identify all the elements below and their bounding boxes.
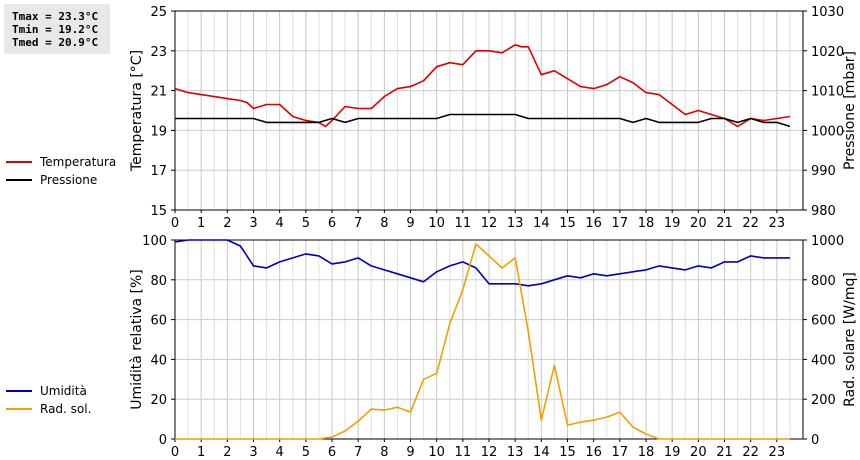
chart2-xtick-label: 5 (302, 445, 310, 460)
stats-box: Tmax = 23.3°C Tmin = 19.2°C Tmed = 20.9°… (4, 4, 110, 54)
chart2-series-umidita-line (174, 239, 790, 287)
chart1-xtick-label: 14 (533, 216, 550, 231)
legend-bottom: Umidità Rad. sol. (6, 382, 91, 418)
chart1-xtick-label: 5 (302, 216, 310, 231)
chart1-xtick-label: 11 (455, 216, 472, 231)
chart1-ytick-label: 25 (150, 5, 167, 20)
chart2-ytick-label: 20 (150, 393, 167, 408)
chart1-xtick-label: 21 (716, 216, 733, 231)
chart2-series-rad-sol-line (175, 243, 790, 440)
chart2-xtick-label: 14 (533, 445, 550, 460)
chart2-ylabel: Umidità relativa [%] (129, 269, 145, 410)
chart1-y2tick-label: 1000 (811, 124, 844, 139)
chart1-xtick-label: 0 (171, 216, 179, 231)
chart1-xtick-label: 8 (380, 216, 388, 231)
legend-swatch-temperatura (6, 161, 32, 163)
chart2-xtick-label: 7 (354, 445, 362, 460)
chart2-y2tick-label: 200 (811, 393, 836, 408)
chart2-xtick-label: 21 (716, 445, 733, 460)
chart1-xtick-label: 15 (559, 216, 576, 231)
chart2-xtick-label: 12 (481, 445, 498, 460)
chart2-xtick-label: 17 (612, 445, 629, 460)
chart2-xtick-label: 13 (507, 445, 524, 460)
chart2-xtick-label: 0 (171, 445, 179, 460)
chart1-series-pressione-line (175, 113, 791, 128)
chart2-y2tick-label: 600 (811, 314, 836, 329)
chart1-ytick-label: 19 (150, 124, 167, 139)
legend-swatch-pressione (6, 179, 32, 181)
chart1-xtick-label: 22 (742, 216, 759, 231)
chart2-xtick-label: 2 (223, 445, 231, 460)
chart2-y2label: Rad. solare [W/mq] (842, 272, 858, 407)
chart1-series-temperatura-line (174, 43, 791, 128)
chart1-xtick-label: 19 (664, 216, 681, 231)
chart2-xtick-label: 15 (559, 445, 576, 460)
chart2-xtick-label: 19 (664, 445, 681, 460)
chart2-xtick-label: 11 (455, 445, 472, 460)
legend-top: Temperatura Pressione (6, 153, 116, 189)
chart2-xtick-label: 16 (585, 445, 602, 460)
chart2-xtick-label: 20 (690, 445, 707, 460)
legend-swatch-umidita (6, 390, 32, 392)
chart1-ytick-label: 21 (150, 85, 167, 100)
chart2-xtick-label: 22 (742, 445, 759, 460)
chart2-y2tick-label: 1000 (811, 234, 844, 249)
chart1-ytick-label: 17 (150, 164, 167, 179)
chart1-y2tick-label: 1020 (811, 45, 844, 60)
chart2-xtick-label: 6 (328, 445, 336, 460)
chart2-ytick-label: 80 (150, 274, 167, 289)
chart1-xtick-label: 13 (507, 216, 524, 231)
chart1-y2tick-label: 1030 (811, 5, 844, 20)
chart1-xtick-label: 6 (328, 216, 336, 231)
chart2-xtick-label: 23 (769, 445, 786, 460)
chart1-y2tick-label: 980 (811, 204, 836, 219)
legend-item-rad-sol: Rad. sol. (6, 400, 91, 418)
chart2-xtick-label: 4 (276, 445, 284, 460)
legend-label-umidita: Umidità (40, 384, 87, 398)
chart1-xtick-label: 10 (428, 216, 445, 231)
legend-label-temperatura: Temperatura (40, 155, 117, 169)
chart1-xtick-label: 16 (585, 216, 602, 231)
chart1-xtick-label: 4 (276, 216, 284, 231)
chart1-xtick-label: 9 (406, 216, 414, 231)
chart2-xtick-label: 1 (197, 445, 205, 460)
chart1-xtick-label: 3 (249, 216, 257, 231)
chart2-xtick-label: 3 (249, 445, 257, 460)
chart2-xtick-label: 8 (380, 445, 388, 460)
chart1-y2tick-label: 990 (811, 164, 836, 179)
chart1-ytick-label: 23 (150, 45, 167, 60)
chart1-ytick-label: 15 (150, 204, 167, 219)
chart1-y2tick-label: 1010 (811, 85, 844, 100)
chart2-y2tick-label: 800 (811, 274, 836, 289)
legend-item-pressione: Pressione (6, 171, 116, 189)
chart2-ytick-label: 0 (159, 433, 167, 448)
chart1-xtick-label: 17 (612, 216, 629, 231)
legend-item-umidita: Umidità (6, 382, 91, 400)
legend-label-rad-sol: Rad. sol. (40, 402, 92, 416)
tmin-label: Tmin = 19.2°C (12, 23, 99, 36)
chart2-ytick-label: 100 (142, 234, 167, 249)
chart2-xtick-label: 18 (638, 445, 655, 460)
chart1-xtick-label: 23 (769, 216, 786, 231)
chart1-xtick-label: 12 (481, 216, 498, 231)
chart1-ylabel: Temperatura [°C] (129, 50, 145, 172)
tmax-label: Tmax = 23.3°C (12, 10, 99, 23)
legend-swatch-rad-sol (6, 408, 32, 410)
chart2-ytick-label: 40 (150, 353, 167, 368)
chart2-y2tick-label: 400 (811, 353, 836, 368)
chart1-xtick-label: 7 (354, 216, 362, 231)
chart1-xtick-label: 1 (197, 216, 205, 231)
legend-item-temperatura: Temperatura (6, 153, 116, 171)
legend-label-pressione: Pressione (40, 173, 98, 187)
tmed-label: Tmed = 20.9°C (12, 36, 99, 49)
chart2-ytick-label: 60 (150, 314, 167, 329)
chart2-xtick-label: 9 (406, 445, 414, 460)
chart1-xtick-label: 20 (690, 216, 707, 231)
chart2-xtick-label: 10 (428, 445, 445, 460)
chart1-xtick-label: 2 (223, 216, 231, 231)
chart1-y2label: Pressione [mbar] (842, 51, 858, 170)
chart1-xtick-label: 18 (638, 216, 655, 231)
chart2-y2tick-label: 0 (811, 433, 819, 448)
